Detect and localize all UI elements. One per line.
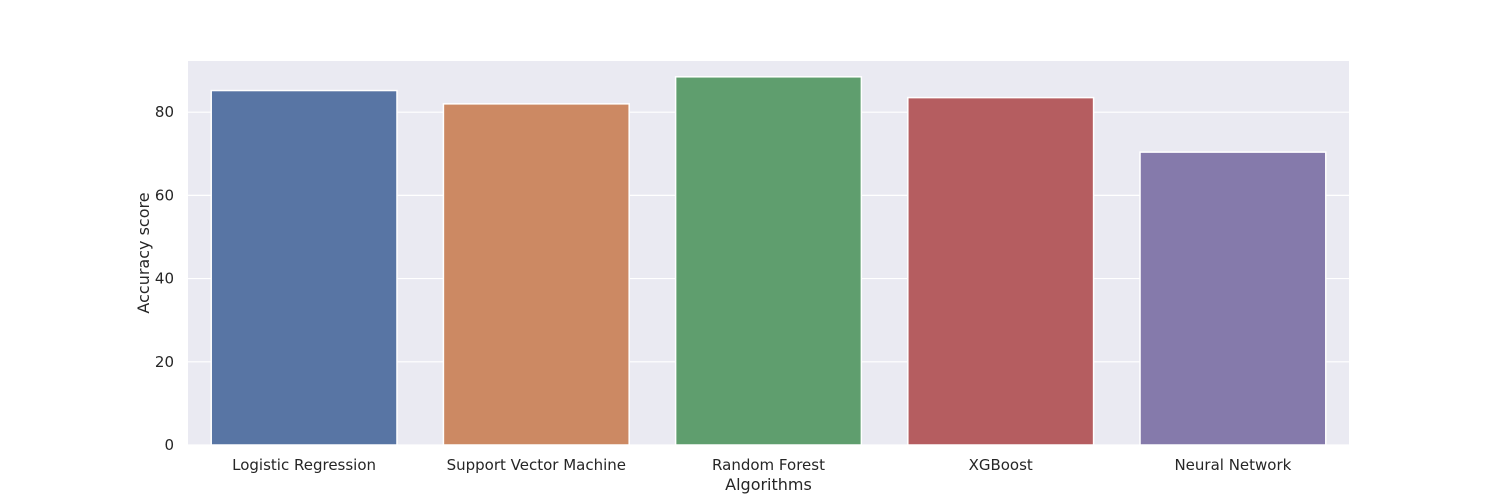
y-tick-label: 40 (155, 270, 174, 288)
y-tick-label: 80 (155, 103, 174, 121)
y-tick-label: 0 (164, 436, 174, 454)
bar (210, 89, 398, 446)
x-axis-ticks: Logistic Regression Support Vector Machin… (232, 456, 1291, 474)
bar (1139, 151, 1327, 446)
y-axis-label: Accuracy score (134, 192, 153, 313)
x-axis-label: Algorithms (725, 475, 812, 494)
x-tick-label: Random Forest (712, 456, 825, 474)
y-tick-label: 60 (155, 186, 174, 204)
y-tick-label: 20 (155, 353, 174, 371)
x-tick-label: Logistic Regression (232, 456, 376, 474)
y-axis-ticks: 0 20 40 60 80 (155, 103, 174, 454)
x-tick-label: XGBoost (969, 456, 1033, 474)
bar (442, 103, 630, 446)
bar (907, 96, 1095, 446)
bars (210, 76, 1327, 446)
bar (674, 76, 863, 446)
x-tick-label: Neural Network (1174, 456, 1291, 474)
x-tick-label: Support Vector Machine (447, 456, 626, 474)
